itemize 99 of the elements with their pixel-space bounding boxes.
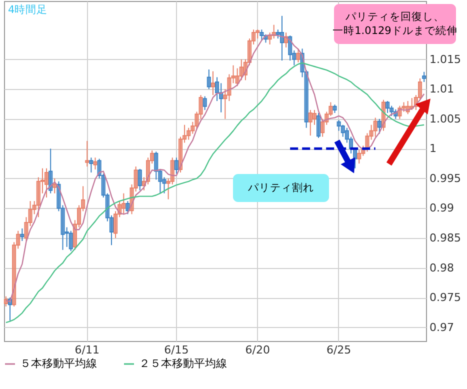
candlestick xyxy=(28,200,32,227)
y-tick-label: 1.01 xyxy=(430,82,454,96)
candlestick xyxy=(12,242,16,307)
candlestick xyxy=(89,157,94,173)
candlestick xyxy=(365,132,370,152)
candlestick xyxy=(231,64,236,84)
y-tick-label: 0.99 xyxy=(430,202,454,215)
candlestick xyxy=(134,166,138,192)
candlestick xyxy=(16,230,20,250)
candlestick xyxy=(182,124,187,144)
candlestick xyxy=(308,109,312,136)
candlestick xyxy=(223,88,228,120)
candlestick xyxy=(48,148,53,194)
candlestick xyxy=(268,32,272,45)
candlestick xyxy=(194,111,199,130)
legend-label: ２５本移動平均線 xyxy=(139,357,227,370)
candlestick xyxy=(373,117,378,138)
candlestick xyxy=(402,102,406,112)
candlestick xyxy=(377,118,382,134)
candlestick xyxy=(348,136,354,154)
candlestick xyxy=(202,96,207,110)
candlestick xyxy=(150,150,154,164)
annotation: 4時間足 xyxy=(8,3,48,16)
candlestick xyxy=(304,70,308,128)
candlestick xyxy=(105,192,110,222)
candlestick xyxy=(174,157,178,174)
candlestick xyxy=(154,151,158,180)
candlestick xyxy=(256,29,260,40)
candlestick xyxy=(386,100,390,114)
candlestick xyxy=(158,169,162,194)
candlestick xyxy=(162,176,166,194)
legend-label: ５本移動平均線 xyxy=(20,357,97,370)
candlestick xyxy=(178,136,183,173)
y-tick-label: 0.97 xyxy=(430,320,454,334)
candlestick xyxy=(81,186,86,212)
y-tick-label: 1 xyxy=(430,142,436,156)
candlestick xyxy=(97,158,102,179)
candlestick xyxy=(332,104,337,114)
candlestick xyxy=(44,168,49,198)
candlestick xyxy=(357,149,362,164)
candlestick xyxy=(93,157,98,170)
candlestick xyxy=(422,71,426,82)
candlestick xyxy=(288,35,292,62)
candlestick xyxy=(85,140,90,168)
y-tick-label: 1.015 xyxy=(430,52,461,66)
x-tick-label: 6/20 xyxy=(245,344,270,356)
candlestick xyxy=(369,124,374,140)
candlestick xyxy=(138,168,142,191)
candlestick xyxy=(206,68,211,90)
y-tick-label: 1.005 xyxy=(430,112,461,126)
candlestick xyxy=(114,210,118,238)
candlestick xyxy=(316,112,321,138)
candlestick xyxy=(252,29,256,45)
candlestick xyxy=(328,102,333,116)
candlestick xyxy=(198,94,203,120)
candlestick xyxy=(40,168,44,194)
y-tick-label: 0.995 xyxy=(430,172,461,185)
candlestick xyxy=(186,127,191,140)
candlestick xyxy=(101,173,106,198)
candlestick xyxy=(60,204,65,250)
candlestick xyxy=(320,118,325,138)
candlestick xyxy=(109,214,114,246)
candlestick xyxy=(340,124,345,138)
candlestick xyxy=(296,48,300,63)
candlestick xyxy=(336,120,341,132)
candlestick xyxy=(36,176,40,218)
candlestick xyxy=(126,200,130,215)
candlestick xyxy=(215,76,220,102)
candlestick xyxy=(239,58,244,81)
candlestick xyxy=(260,29,264,41)
annotation: パリティを回復し、一時1.0129ドルまで続伸 xyxy=(332,11,458,37)
candlestick xyxy=(76,204,82,228)
candlestick xyxy=(170,157,174,185)
candlestick xyxy=(344,127,349,144)
candlestick xyxy=(418,78,422,100)
candlestick xyxy=(312,109,316,126)
candlestick xyxy=(122,192,126,215)
candlestick xyxy=(32,200,36,215)
x-tick-label: 6/15 xyxy=(164,344,189,356)
x-tick-label: 6/25 xyxy=(326,344,352,356)
candlestick xyxy=(210,70,215,96)
candlestick xyxy=(24,216,28,242)
x-tick-label: 6/11 xyxy=(74,344,100,356)
candlestick xyxy=(398,105,402,120)
candlestick xyxy=(227,74,232,102)
y-tick-label: 0.98 xyxy=(430,261,454,274)
y-tick-label: 0.985 xyxy=(430,231,461,244)
candlestick xyxy=(190,121,195,134)
y-tick-label: 0.975 xyxy=(430,291,461,304)
candlestick xyxy=(20,228,24,242)
candlestick xyxy=(292,50,296,66)
candlestick xyxy=(390,105,394,116)
candlestick xyxy=(166,178,170,200)
annotation: パリティ割れ xyxy=(247,181,314,194)
candlestick xyxy=(52,178,57,194)
candlestick xyxy=(68,230,73,252)
candlestick xyxy=(64,226,69,248)
candlestick xyxy=(235,68,240,87)
candlestick xyxy=(247,38,252,66)
